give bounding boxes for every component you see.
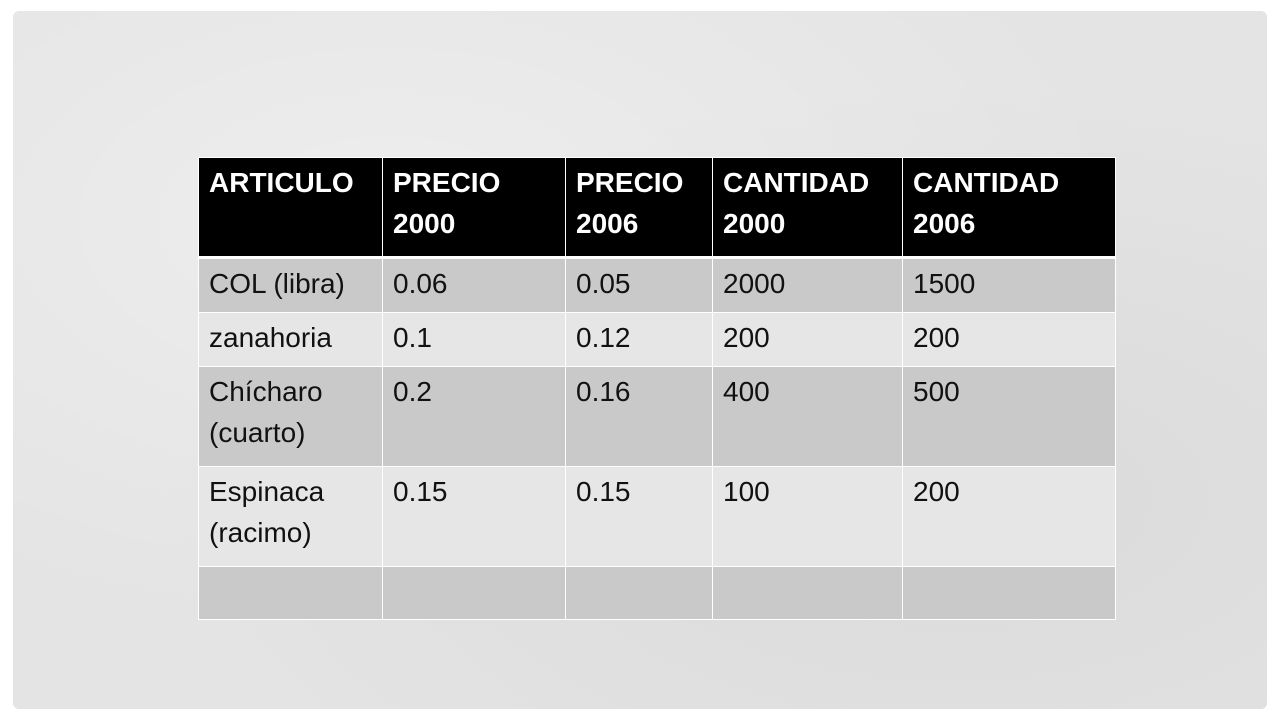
table-cell: zanahoria: [198, 312, 383, 367]
table-cell: COL (libra): [198, 257, 383, 313]
table-cell: 0.15: [565, 466, 713, 567]
table-cell: 0.1: [382, 312, 566, 367]
table-row: Chícharo (cuarto) 0.2 0.16 400 500: [198, 366, 1116, 467]
table-row: COL (libra) 0.06 0.05 2000 1500: [198, 257, 1116, 313]
header-cell-precio-2000: PRECIO 2000: [382, 157, 566, 259]
slide: ARTICULO PRECIO 2000 PRECIO 2006 CANTIDA…: [13, 11, 1267, 709]
header-cell-cantidad-2006: CANTIDAD 2006: [902, 157, 1116, 259]
table-cell: 0.12: [565, 312, 713, 367]
table-cell: 200: [902, 312, 1116, 367]
table-cell: [712, 566, 903, 620]
table-cell: 0.06: [382, 257, 566, 313]
table-cell: 200: [712, 312, 903, 367]
header-cell-cantidad-2000: CANTIDAD 2000: [712, 157, 903, 259]
table-cell: 400: [712, 366, 903, 467]
table-row: Espinaca (racimo) 0.15 0.15 100 200: [198, 466, 1116, 567]
table-cell: 100: [712, 466, 903, 567]
table-cell: [565, 566, 713, 620]
table-cell: [902, 566, 1116, 620]
table-cell: 0.05: [565, 257, 713, 313]
table-cell: [382, 566, 566, 620]
table-cell: [198, 566, 383, 620]
table-cell: 0.16: [565, 366, 713, 467]
table-cell: Espinaca (racimo): [198, 466, 383, 567]
table-row: zanahoria 0.1 0.12 200 200: [198, 312, 1116, 367]
table-row-empty: [198, 566, 1116, 620]
table-cell: 200: [902, 466, 1116, 567]
table-cell: 1500: [902, 257, 1116, 313]
table-cell: 0.2: [382, 366, 566, 467]
table-cell: Chícharo (cuarto): [198, 366, 383, 467]
header-cell-precio-2006: PRECIO 2006: [565, 157, 713, 259]
table-cell: 0.15: [382, 466, 566, 567]
table-cell: 500: [902, 366, 1116, 467]
table-header-row: ARTICULO PRECIO 2000 PRECIO 2006 CANTIDA…: [198, 157, 1116, 259]
header-cell-articulo: ARTICULO: [198, 157, 383, 259]
data-table: ARTICULO PRECIO 2000 PRECIO 2006 CANTIDA…: [198, 157, 1116, 620]
table-cell: 2000: [712, 257, 903, 313]
